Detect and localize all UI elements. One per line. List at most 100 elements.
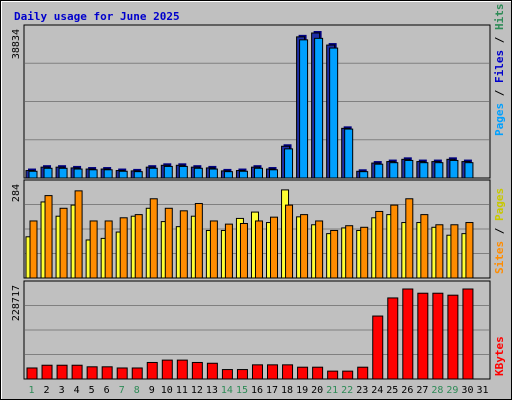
- x-tick-label: 24: [371, 385, 383, 396]
- kbytes-bar: [432, 292, 444, 380]
- legend-visits: Sites / Pages: [493, 188, 506, 274]
- kbytes-bar: [387, 297, 399, 380]
- hits-bar-files: [314, 37, 324, 179]
- hits-bar-files: [284, 148, 294, 179]
- hits-bar-files: [359, 171, 369, 179]
- x-tick-label: 2: [44, 385, 50, 396]
- hits-bar-files: [163, 165, 173, 179]
- hits-bar-files: [43, 167, 53, 179]
- x-tick-label: 5: [89, 385, 95, 396]
- visits-bar-sites: [345, 225, 354, 279]
- hits-bar-files: [269, 169, 279, 179]
- x-tick-label: 31: [476, 385, 488, 396]
- visits-bar-sites: [224, 223, 233, 279]
- visits-bar-sites: [435, 224, 444, 279]
- legend-pages: Pages: [493, 188, 506, 221]
- hits-bar-files: [73, 168, 83, 179]
- visits-bar-sites: [59, 207, 68, 279]
- visits-bar-sites: [285, 204, 294, 279]
- visits-bar-sites: [29, 220, 38, 279]
- kbytes-bar: [251, 364, 263, 380]
- x-tick-label: 21: [326, 385, 338, 396]
- x-tick-label: 12: [191, 385, 203, 396]
- kbytes-bar: [191, 361, 203, 380]
- hits-bar-files: [434, 162, 444, 179]
- x-tick-label: 10: [161, 385, 173, 396]
- kbytes-bar: [327, 370, 339, 380]
- visits-bar-sites: [360, 226, 369, 279]
- x-tick-label: 18: [281, 385, 293, 396]
- hits-bar-files: [148, 167, 158, 179]
- x-tick-label: 27: [416, 385, 428, 396]
- visits-bar-sites: [390, 204, 399, 279]
- hits-bar-files: [449, 159, 459, 179]
- x-tick-label: 4: [74, 385, 80, 396]
- visits-bar-sites: [270, 216, 279, 279]
- visits-bar-sites: [375, 210, 384, 279]
- x-tick-label: 8: [134, 385, 140, 396]
- visits-bar-sites: [119, 217, 128, 279]
- x-tick-label: 19: [296, 385, 308, 396]
- visits-bar-sites: [104, 220, 113, 279]
- kbytes-bar: [221, 369, 233, 380]
- legend-kbytes: KBytes: [493, 336, 506, 376]
- x-tick-label: 6: [104, 385, 110, 396]
- kbytes-bar: [402, 288, 414, 380]
- kbytes-bar: [161, 359, 173, 380]
- hits-bar-files: [253, 167, 263, 179]
- hits-bar-files: [58, 167, 68, 179]
- x-tick-label: 29: [446, 385, 458, 396]
- hits-bar-files: [88, 169, 98, 179]
- legend-files: Files: [493, 50, 506, 83]
- kbytes-bar: [297, 366, 309, 380]
- x-tick-label: 3: [59, 385, 65, 396]
- hits-bar-files: [223, 171, 233, 179]
- kbytes-bar: [176, 359, 188, 380]
- hits-bar-files: [28, 170, 38, 179]
- hits-bar-files: [389, 162, 399, 179]
- kbytes-bar: [236, 369, 248, 380]
- x-tick-label: 17: [266, 385, 278, 396]
- kbytes-bar: [116, 367, 128, 380]
- kbytes-bar: [101, 366, 113, 380]
- x-tick-label: 13: [206, 385, 218, 396]
- visits-bar-sites: [450, 224, 459, 279]
- x-tick-label: 7: [119, 385, 125, 396]
- hits-bar-files: [238, 170, 248, 179]
- kbytes-bar: [267, 364, 279, 380]
- kbytes-bar: [206, 362, 218, 380]
- x-tick-label: 16: [251, 385, 263, 396]
- hits-bar-files: [133, 171, 143, 179]
- kbytes-bar: [131, 367, 143, 380]
- kbytes-bar: [312, 366, 324, 380]
- visits-bar-sites: [239, 222, 248, 279]
- kbytes-bar: [56, 364, 68, 380]
- hits-bar-files: [103, 169, 113, 179]
- x-tick-label: 20: [311, 385, 323, 396]
- legend-kbytes: KBytes: [493, 336, 506, 376]
- x-tick-label: 22: [341, 385, 353, 396]
- hits-bar-files: [374, 163, 384, 179]
- x-tick-label: 26: [401, 385, 413, 396]
- visits-bar-sites: [315, 220, 324, 279]
- kbytes-bar: [41, 364, 53, 380]
- hits-bar-files: [344, 128, 354, 179]
- x-tick-label: 11: [176, 385, 188, 396]
- hits-bar-files: [118, 170, 128, 179]
- hits-bar-files: [404, 159, 414, 179]
- x-tick-label: 9: [149, 385, 155, 396]
- hits-bar-files: [208, 168, 218, 179]
- x-tick-label: 15: [236, 385, 248, 396]
- kbytes-bar: [282, 364, 294, 380]
- kbytes-bar: [146, 361, 158, 380]
- kbytes-bar: [26, 367, 38, 380]
- hits-bar-files: [464, 162, 474, 179]
- hits-ymax-label: 38834: [11, 29, 22, 59]
- kbytes-bar: [462, 288, 474, 380]
- x-tick-label: 25: [386, 385, 398, 396]
- visits-bar-sites: [300, 214, 309, 279]
- x-tick-label: 14: [221, 385, 233, 396]
- legend-hits: Pages / Files / Hits: [493, 4, 506, 137]
- x-tick-label: 1: [29, 385, 35, 396]
